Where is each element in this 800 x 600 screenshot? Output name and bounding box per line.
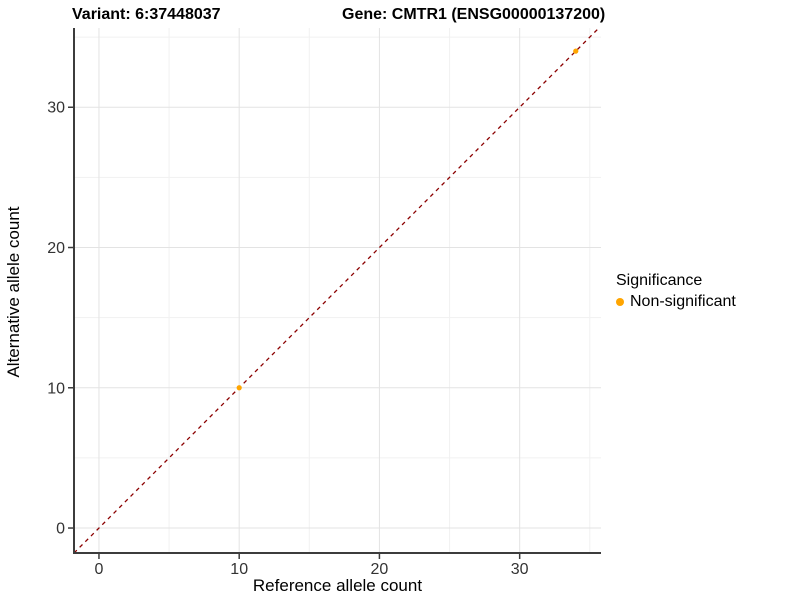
svg-text:10: 10 [47,380,65,397]
legend-title: Significance [616,272,703,289]
legend: Significance Non-significant [616,272,736,311]
plot-title-variant: Variant: 6:37448037 [72,6,221,23]
svg-text:0: 0 [56,521,65,538]
legend-item-label: Non-significant [630,293,736,310]
svg-text:20: 20 [47,240,65,257]
svg-text:20: 20 [371,561,389,578]
legend-item-non-significant: Non-significant [616,293,736,311]
legend-key-dot-icon [616,298,624,306]
plot-title-gene: Gene: CMTR1 (ENSG00000137200) [342,6,606,23]
svg-text:30: 30 [511,561,529,578]
y-axis-title: Alternative allele count [4,206,23,378]
x-axis-title: Reference allele count [252,576,423,595]
svg-text:30: 30 [47,100,65,117]
svg-text:10: 10 [230,561,248,578]
svg-text:0: 0 [95,561,104,578]
